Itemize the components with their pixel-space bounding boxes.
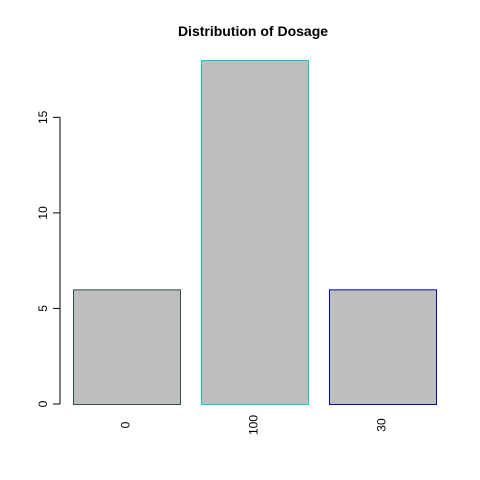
chart-title: Distribution of Dosage bbox=[178, 23, 328, 39]
y-tick-label: 5 bbox=[36, 305, 50, 312]
bar-100 bbox=[201, 60, 309, 405]
y-tick-label: 10 bbox=[36, 206, 50, 220]
y-tick-label: 0 bbox=[36, 400, 50, 407]
x-tick-label: 0 bbox=[119, 421, 133, 428]
y-tick-label: 15 bbox=[36, 110, 50, 124]
x-tick-label: 30 bbox=[375, 418, 389, 432]
x-tick-label: 100 bbox=[247, 415, 261, 435]
x-axis-labels: 0 100 30 bbox=[119, 415, 389, 435]
bar-30 bbox=[329, 289, 437, 406]
y-axis: 0 5 10 15 bbox=[36, 110, 61, 407]
bar-0 bbox=[73, 289, 181, 406]
bars bbox=[73, 60, 437, 406]
